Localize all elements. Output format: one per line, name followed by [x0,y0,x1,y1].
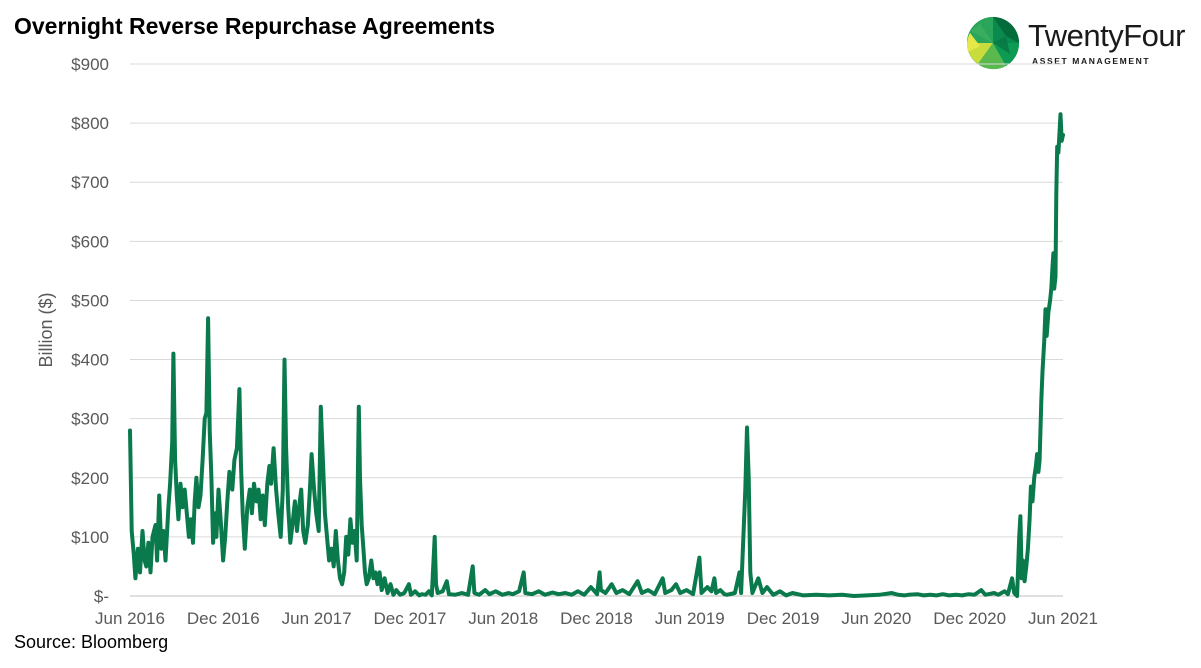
y-tick-label: $800 [71,114,109,133]
gridlines [130,63,1063,597]
source-note: Source: Bloomberg [14,632,169,652]
x-tick-label: Dec 2017 [374,609,447,628]
x-tick-label: Jun 2021 [1028,609,1098,628]
y-tick-label: $- [94,587,109,606]
twentyfour-logo: TwentyFour ASSET MANAGEMENT [966,16,1196,72]
y-axis-label: Billion ($) [36,292,56,367]
y-tick-label: $300 [71,410,109,429]
x-tick-label: Dec 2016 [187,609,260,628]
logo-subtitle: ASSET MANAGEMENT [1032,56,1151,66]
x-tick-label: Dec 2019 [747,609,820,628]
y-tick-label: $900 [71,55,109,74]
y-tick-label: $200 [71,469,109,488]
logo-mark-icon [967,17,1020,70]
x-tick-label: Dec 2018 [560,609,633,628]
x-tick-label: Jun 2020 [841,609,911,628]
x-tick-label: Jun 2017 [282,609,352,628]
x-tick-label: Jun 2016 [95,609,165,628]
x-tick-label: Dec 2020 [933,609,1006,628]
chart-title: Overnight Reverse Repurchase Agreements [14,13,496,39]
series-line [128,112,1065,598]
y-tick-label: $600 [71,232,109,251]
series-layer [128,112,1065,598]
y-tick-label: $400 [71,351,109,370]
y-tick-label: $500 [71,291,109,310]
logo-name: TwentyFour [1028,18,1185,53]
y-tick-label: $100 [71,528,109,547]
y-tick-labels: $- $100 $200 $300 $400 $500 $600 $700 $800 $900 [71,55,109,606]
x-tick-label: Jun 2019 [655,609,725,628]
x-tick-labels: Jun 2016 Dec 2016 Jun 2017 Dec 2017 Jun 2018… [95,609,1098,628]
y-tick-label: $700 [71,173,109,192]
x-tick-label: Jun 2018 [468,609,538,628]
